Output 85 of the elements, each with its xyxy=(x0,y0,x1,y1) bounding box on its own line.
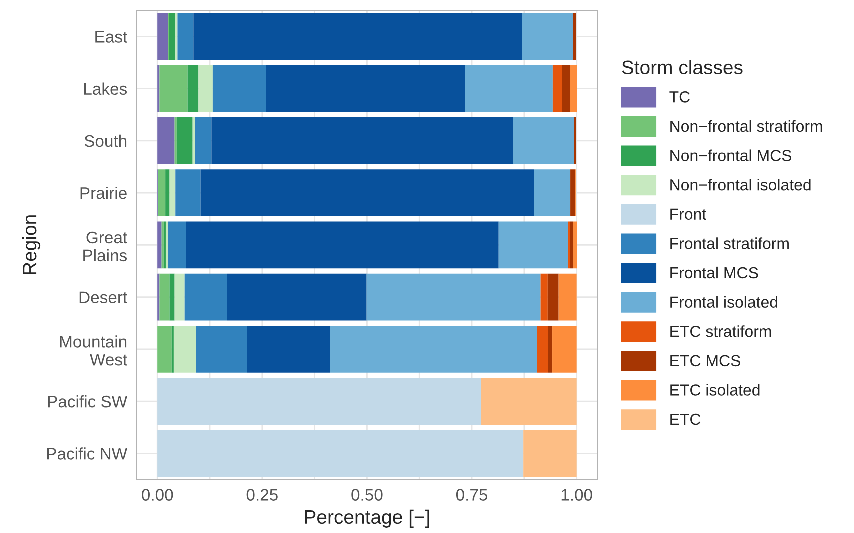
legend-label: Front xyxy=(670,208,706,220)
bar xyxy=(200,170,534,217)
bar xyxy=(513,117,574,164)
bar xyxy=(570,222,574,269)
y-tick-label: Pacific NW xyxy=(47,448,128,460)
legend-label: Frontal stratiform xyxy=(670,238,789,250)
legend-label: ETC stratiform xyxy=(670,326,772,338)
bar xyxy=(166,222,168,269)
bar xyxy=(168,222,186,269)
bar xyxy=(481,378,577,425)
y-axis-title: Region xyxy=(22,216,41,274)
bar xyxy=(176,117,193,164)
bar xyxy=(570,170,576,217)
x-tick-label: 0.00 xyxy=(142,489,174,501)
bar xyxy=(465,65,553,112)
legend-label: Non−frontal MCS xyxy=(670,150,792,162)
bar xyxy=(158,430,524,478)
bar xyxy=(192,117,196,164)
bar xyxy=(186,222,499,269)
y-tick-label: Pacific SW xyxy=(48,395,128,408)
bar xyxy=(194,13,522,60)
bar xyxy=(158,222,162,269)
x-tick-label: 0.25 xyxy=(246,489,278,501)
bar xyxy=(548,274,559,321)
bar xyxy=(158,378,482,425)
bar xyxy=(198,65,213,112)
bar xyxy=(158,13,168,60)
legend-label: ETC xyxy=(670,414,701,426)
bar xyxy=(160,274,170,321)
y-tick-label: South xyxy=(84,134,127,148)
legend-label: ETC isolated xyxy=(670,384,760,396)
bar xyxy=(184,274,228,321)
bar xyxy=(552,326,577,373)
bar xyxy=(174,274,185,321)
bar xyxy=(212,65,266,112)
bar xyxy=(227,274,367,321)
bar xyxy=(552,65,562,112)
bar xyxy=(498,222,568,269)
bar xyxy=(330,326,538,373)
bar xyxy=(195,117,212,164)
legend-label: Frontal MCS xyxy=(670,266,758,279)
x-tick-label: 0.75 xyxy=(456,489,488,501)
bar xyxy=(266,65,466,112)
bar xyxy=(558,274,577,321)
x-axis-title: Percentage [−] xyxy=(305,510,430,528)
bar xyxy=(178,13,194,60)
bar xyxy=(540,274,548,321)
bar xyxy=(176,170,201,217)
legend-label: TC xyxy=(670,92,690,103)
bar xyxy=(174,326,196,373)
bar xyxy=(570,65,578,112)
legend-label: Frontal isolated xyxy=(670,296,778,308)
y-tick-label: Lakes xyxy=(84,82,128,96)
bar xyxy=(196,326,248,373)
bar xyxy=(534,170,571,217)
bar xyxy=(573,222,578,269)
bar xyxy=(188,65,199,112)
bar xyxy=(573,13,576,60)
y-tick-label: East xyxy=(96,31,128,43)
bar xyxy=(212,117,514,164)
bar xyxy=(158,170,166,217)
bar xyxy=(548,326,553,373)
bar xyxy=(170,170,176,217)
bar xyxy=(169,13,176,60)
legend-title: Storm classes xyxy=(622,60,743,75)
y-tick-label: Prairie xyxy=(80,187,127,200)
y-tick-label: Mountain West xyxy=(60,336,128,366)
bar xyxy=(247,326,330,373)
x-tick-label: 1.00 xyxy=(562,489,592,501)
bar xyxy=(537,326,548,373)
bar xyxy=(366,274,541,321)
x-tick-label: 0.50 xyxy=(352,489,383,501)
legend-label: Non−frontal isolated xyxy=(670,179,811,191)
bar xyxy=(158,117,175,164)
legend-label: Non−frontal stratiform xyxy=(670,120,822,132)
legend-label: ETC MCS xyxy=(670,355,740,367)
bar xyxy=(158,326,172,373)
bar xyxy=(522,13,574,60)
y-tick-label: Great Plains xyxy=(84,232,128,262)
bar xyxy=(524,430,577,478)
y-tick-label: Desert xyxy=(80,292,128,304)
bar xyxy=(160,65,188,112)
bar xyxy=(170,274,175,321)
bar xyxy=(562,65,570,112)
bar xyxy=(166,170,170,217)
